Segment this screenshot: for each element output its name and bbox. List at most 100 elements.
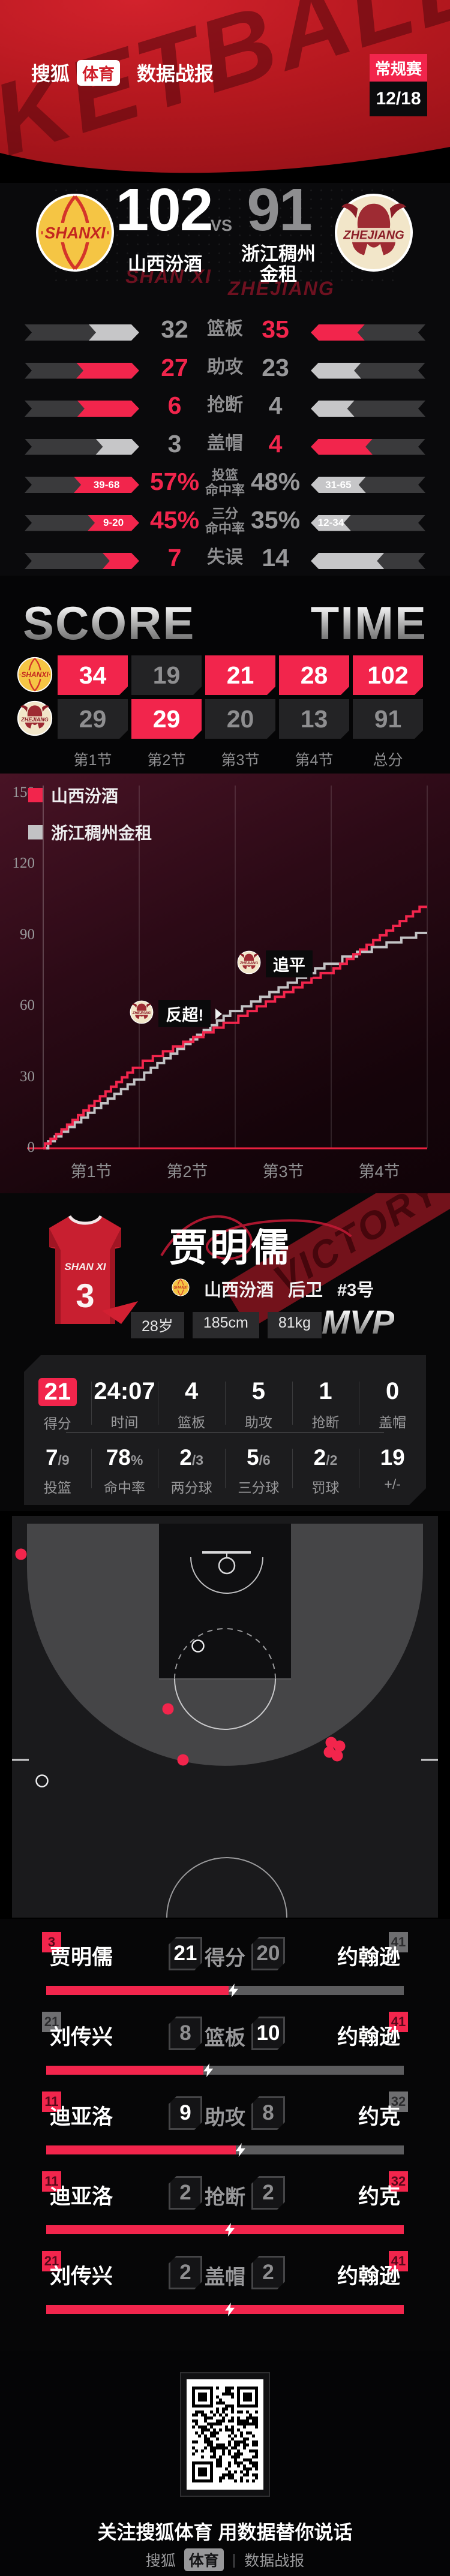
- column-divider: [91, 1449, 92, 1488]
- zhejiang-logo-graphic: ZHEJIANG: [335, 194, 413, 272]
- right-player-name: 约翰逊: [337, 2026, 400, 2049]
- right-bar-track: [311, 553, 425, 569]
- shanxi-logo-graphic: SHANXI: [36, 194, 114, 272]
- right-player-name: 约翰逊: [337, 1946, 400, 1969]
- team-stats-comparison: 32 篮板 35 27 助攻 23: [0, 312, 450, 576]
- home-echo-text: SHAN XI: [125, 266, 212, 287]
- primary-stat-盖帽: 0 盖帽: [359, 1378, 426, 1431]
- away-score: 91: [247, 183, 312, 243]
- right-stat-value: 14: [262, 544, 289, 571]
- right-bar-fill: [311, 363, 361, 379]
- quarter-score-table: SCORE TIME SHANXI 34 19 21 28 102 ZHEJIANG 2…: [0, 576, 450, 774]
- left-bar-track: [25, 401, 139, 417]
- right-bar-fill: 31-65: [311, 477, 366, 493]
- stat-label: 盖帽: [207, 433, 243, 453]
- stat-label: 得分: [43, 1416, 71, 1431]
- made-shot-dot: [334, 1740, 346, 1752]
- left-bar-sub: 9-20: [103, 517, 124, 528]
- left-bar-fill: 39-68: [74, 477, 139, 493]
- qr-code: [187, 2379, 263, 2490]
- comparison-stat-label: 篮板: [205, 2027, 245, 2050]
- right-bar-track: [311, 324, 425, 341]
- left-bar-track: [25, 324, 139, 341]
- player-position: 后卫: [288, 1281, 323, 1300]
- footer-brand-sohu: 搜狐: [145, 2553, 176, 2569]
- team-stat-row-篮板: 32 篮板 35: [0, 314, 450, 350]
- court-svg: [12, 1516, 438, 1918]
- svg-text:SHANXI: SHANXI: [44, 224, 106, 242]
- stat-label: 投篮 命中率: [205, 468, 245, 498]
- missed-shot-dot: [35, 1774, 49, 1787]
- svg-text:ZHEJIANG: ZHEJIANG: [239, 962, 259, 965]
- left-bar-track: 9-20: [25, 515, 139, 531]
- left-jersey-badge: 11: [42, 2171, 61, 2192]
- made-shot-dot: [162, 1703, 174, 1715]
- comparison-row-盖帽: 21 刘传兴 2 盖帽 2 约翰逊 41: [0, 2245, 450, 2325]
- qr-frame: [180, 2372, 270, 2497]
- left-stat-value: 45%: [149, 505, 200, 534]
- trend-chart-svg: [27, 786, 428, 1149]
- left-value-box: 2: [169, 2176, 202, 2210]
- team-stat-row-三分: 9-20 45% 三分 命中率 35% 12-34: [0, 505, 450, 541]
- right-value-box: 10: [251, 2017, 285, 2050]
- brand-sports-badge: 体育: [77, 59, 121, 86]
- shanxi-logo-small: SHANXI: [17, 657, 53, 696]
- left-stat-value: 7: [167, 544, 182, 571]
- legend-item: 山西汾酒: [28, 783, 118, 807]
- comparison-stat-label: 助攻: [205, 2106, 245, 2129]
- left-bar-fill: [76, 363, 139, 379]
- zhejiang-logo-graphic: ZHEJIANG: [17, 700, 53, 736]
- lightning-bolt-icon: [228, 1984, 238, 1997]
- comparison-row-篮板: 21 刘传兴 8 篮板 10 约翰逊 41: [0, 2006, 450, 2086]
- column-divider: [292, 1382, 293, 1425]
- panel-divider: [66, 1432, 384, 1433]
- left-stat-value: 27: [161, 353, 188, 381]
- home-team-name: 山西汾酒: [128, 254, 202, 275]
- column-divider: [91, 1382, 92, 1425]
- secondary-stat-罚球: 2/2 罚球: [292, 1445, 359, 1497]
- column-divider: [225, 1382, 226, 1425]
- left-player-name: 刘传兴: [50, 2265, 113, 2288]
- legend-item: 浙江稠州金租: [28, 820, 152, 844]
- quarter-row-away: ZHEJIANG 29 29 20 13 91: [0, 699, 450, 739]
- secondary-stat-两分球: 2/3 两分球: [158, 1445, 225, 1497]
- away-echo-text: ZHEJIANG: [228, 278, 335, 299]
- right-bar-track: [311, 401, 425, 417]
- quarter-cell: 29: [58, 699, 128, 739]
- comparison-bar-left-fill: [46, 2066, 204, 2075]
- x-axis-label: 第3节: [262, 1163, 304, 1181]
- highlight-value: 21: [38, 1378, 77, 1406]
- player-jersey: SHAN XI 3: [31, 1210, 139, 1330]
- left-player-name: 迪亚洛: [50, 2105, 113, 2129]
- comparison-bar: [46, 2303, 404, 2316]
- secondary-stat-命中率: 78% 命中率: [91, 1445, 158, 1497]
- missed-shot-dot: [191, 1639, 205, 1653]
- right-stat-value: 23: [262, 353, 289, 381]
- footer-caption: 关注搜狐体育 用数据替你说话: [97, 2521, 353, 2543]
- stat-label: +/-: [384, 1476, 401, 1492]
- left-jersey-badge: 3: [42, 1932, 61, 1952]
- left-bar-track: [25, 553, 139, 569]
- jersey-graphic: SHAN XI 3: [49, 1215, 138, 1324]
- quarter-row-home: SHANXI 34 19 21 28 102: [0, 655, 450, 695]
- left-bar-track: 39-68: [25, 477, 139, 493]
- column-divider: [225, 1449, 226, 1488]
- secondary-stat-三分球: 5/6 三分球: [225, 1445, 292, 1497]
- right-bar-fill: [311, 324, 365, 341]
- brand-row: 搜狐 体育 数据战报: [31, 59, 214, 86]
- comparison-bar-left-fill: [46, 1986, 229, 1995]
- legend-swatch: [28, 788, 43, 802]
- right-stat-value: 35: [262, 315, 289, 343]
- stat-label: 时间: [110, 1415, 139, 1430]
- right-player-name: 约克: [358, 2105, 400, 2129]
- left-stat-value: 3: [167, 429, 182, 458]
- left-bar-track: [25, 439, 139, 455]
- footer-brand-row: 搜狐 体育 | 数据战报: [0, 2548, 450, 2571]
- left-jersey-badge: 21: [42, 2251, 61, 2271]
- header-curve: [0, 147, 450, 183]
- lightning-bolt-icon: [235, 2143, 245, 2157]
- right-player-name: 约翰逊: [337, 2265, 400, 2288]
- stage-badge: 常规赛: [370, 54, 427, 82]
- x-axis-label: 第2节: [166, 1163, 208, 1181]
- zhejiang-logo: ZHEJIANG: [334, 192, 414, 276]
